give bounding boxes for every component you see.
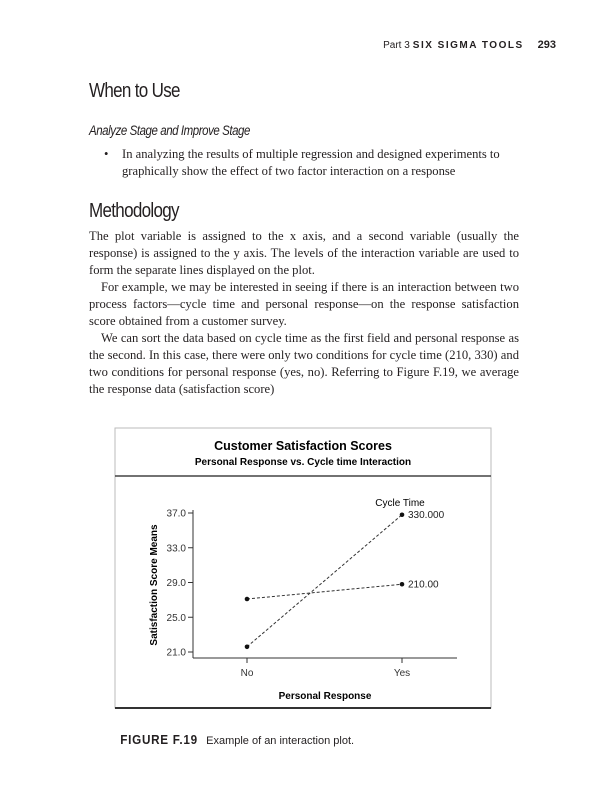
x-tick-label: No (241, 668, 254, 679)
data-point (244, 644, 250, 650)
subheading-stage: Analyze Stage and Improve Stage (89, 123, 250, 138)
chart-subtitle: Personal Response vs. Cycle time Interac… (195, 457, 411, 468)
y-tick-label: 25.0 (167, 613, 187, 624)
part-label: Part 3 (383, 40, 410, 51)
section-label: SIX SIGMA TOOLS (412, 40, 524, 51)
y-tick-label: 33.0 (167, 543, 187, 554)
series-line (246, 583, 403, 600)
paragraph: For example, we may be interested in see… (89, 280, 519, 328)
chart-frame (114, 427, 492, 709)
page-number: 293 (537, 39, 556, 51)
y-axis-label: Satisfaction Score Means (149, 524, 160, 646)
methodology-body: The plot variable is assigned to the x a… (89, 228, 519, 398)
x-tick-label: Yes (394, 668, 410, 679)
y-tick-label: 21.0 (167, 648, 187, 659)
paragraph: We can sort the data based on cycle time… (89, 331, 519, 396)
series-label: 210.00 (408, 580, 439, 591)
bullet-icon: • (104, 147, 109, 161)
data-point (399, 512, 405, 518)
paragraph: The plot variable is assigned to the x a… (89, 229, 519, 277)
series-label: 330.000 (408, 510, 445, 521)
heading-methodology: Methodology (89, 200, 180, 222)
y-tick-label: 29.0 (167, 578, 187, 589)
y-tick-label: 37.0 (167, 509, 187, 520)
series-line (246, 514, 403, 648)
figure-label: FIGURE F.19 (120, 732, 198, 747)
x-axis-label: Personal Response (279, 691, 372, 702)
bullet-text: In analyzing the results of multiple reg… (122, 147, 500, 178)
figure-caption: FIGURE F.19 Example of an interaction plo… (116, 731, 354, 749)
legend-title: Cycle Time (375, 498, 425, 509)
data-point (399, 581, 405, 587)
chart-title: Customer Satisfaction Scores (214, 439, 392, 453)
bullet-item: • In analyzing the results of multiple r… (104, 146, 524, 180)
heading-when-to-use: When to Use (89, 80, 180, 102)
data-point (244, 596, 250, 602)
running-header: Part 3 SIX SIGMA TOOLS 293 (383, 39, 556, 51)
caption-text: Example of an interaction plot. (206, 735, 355, 747)
